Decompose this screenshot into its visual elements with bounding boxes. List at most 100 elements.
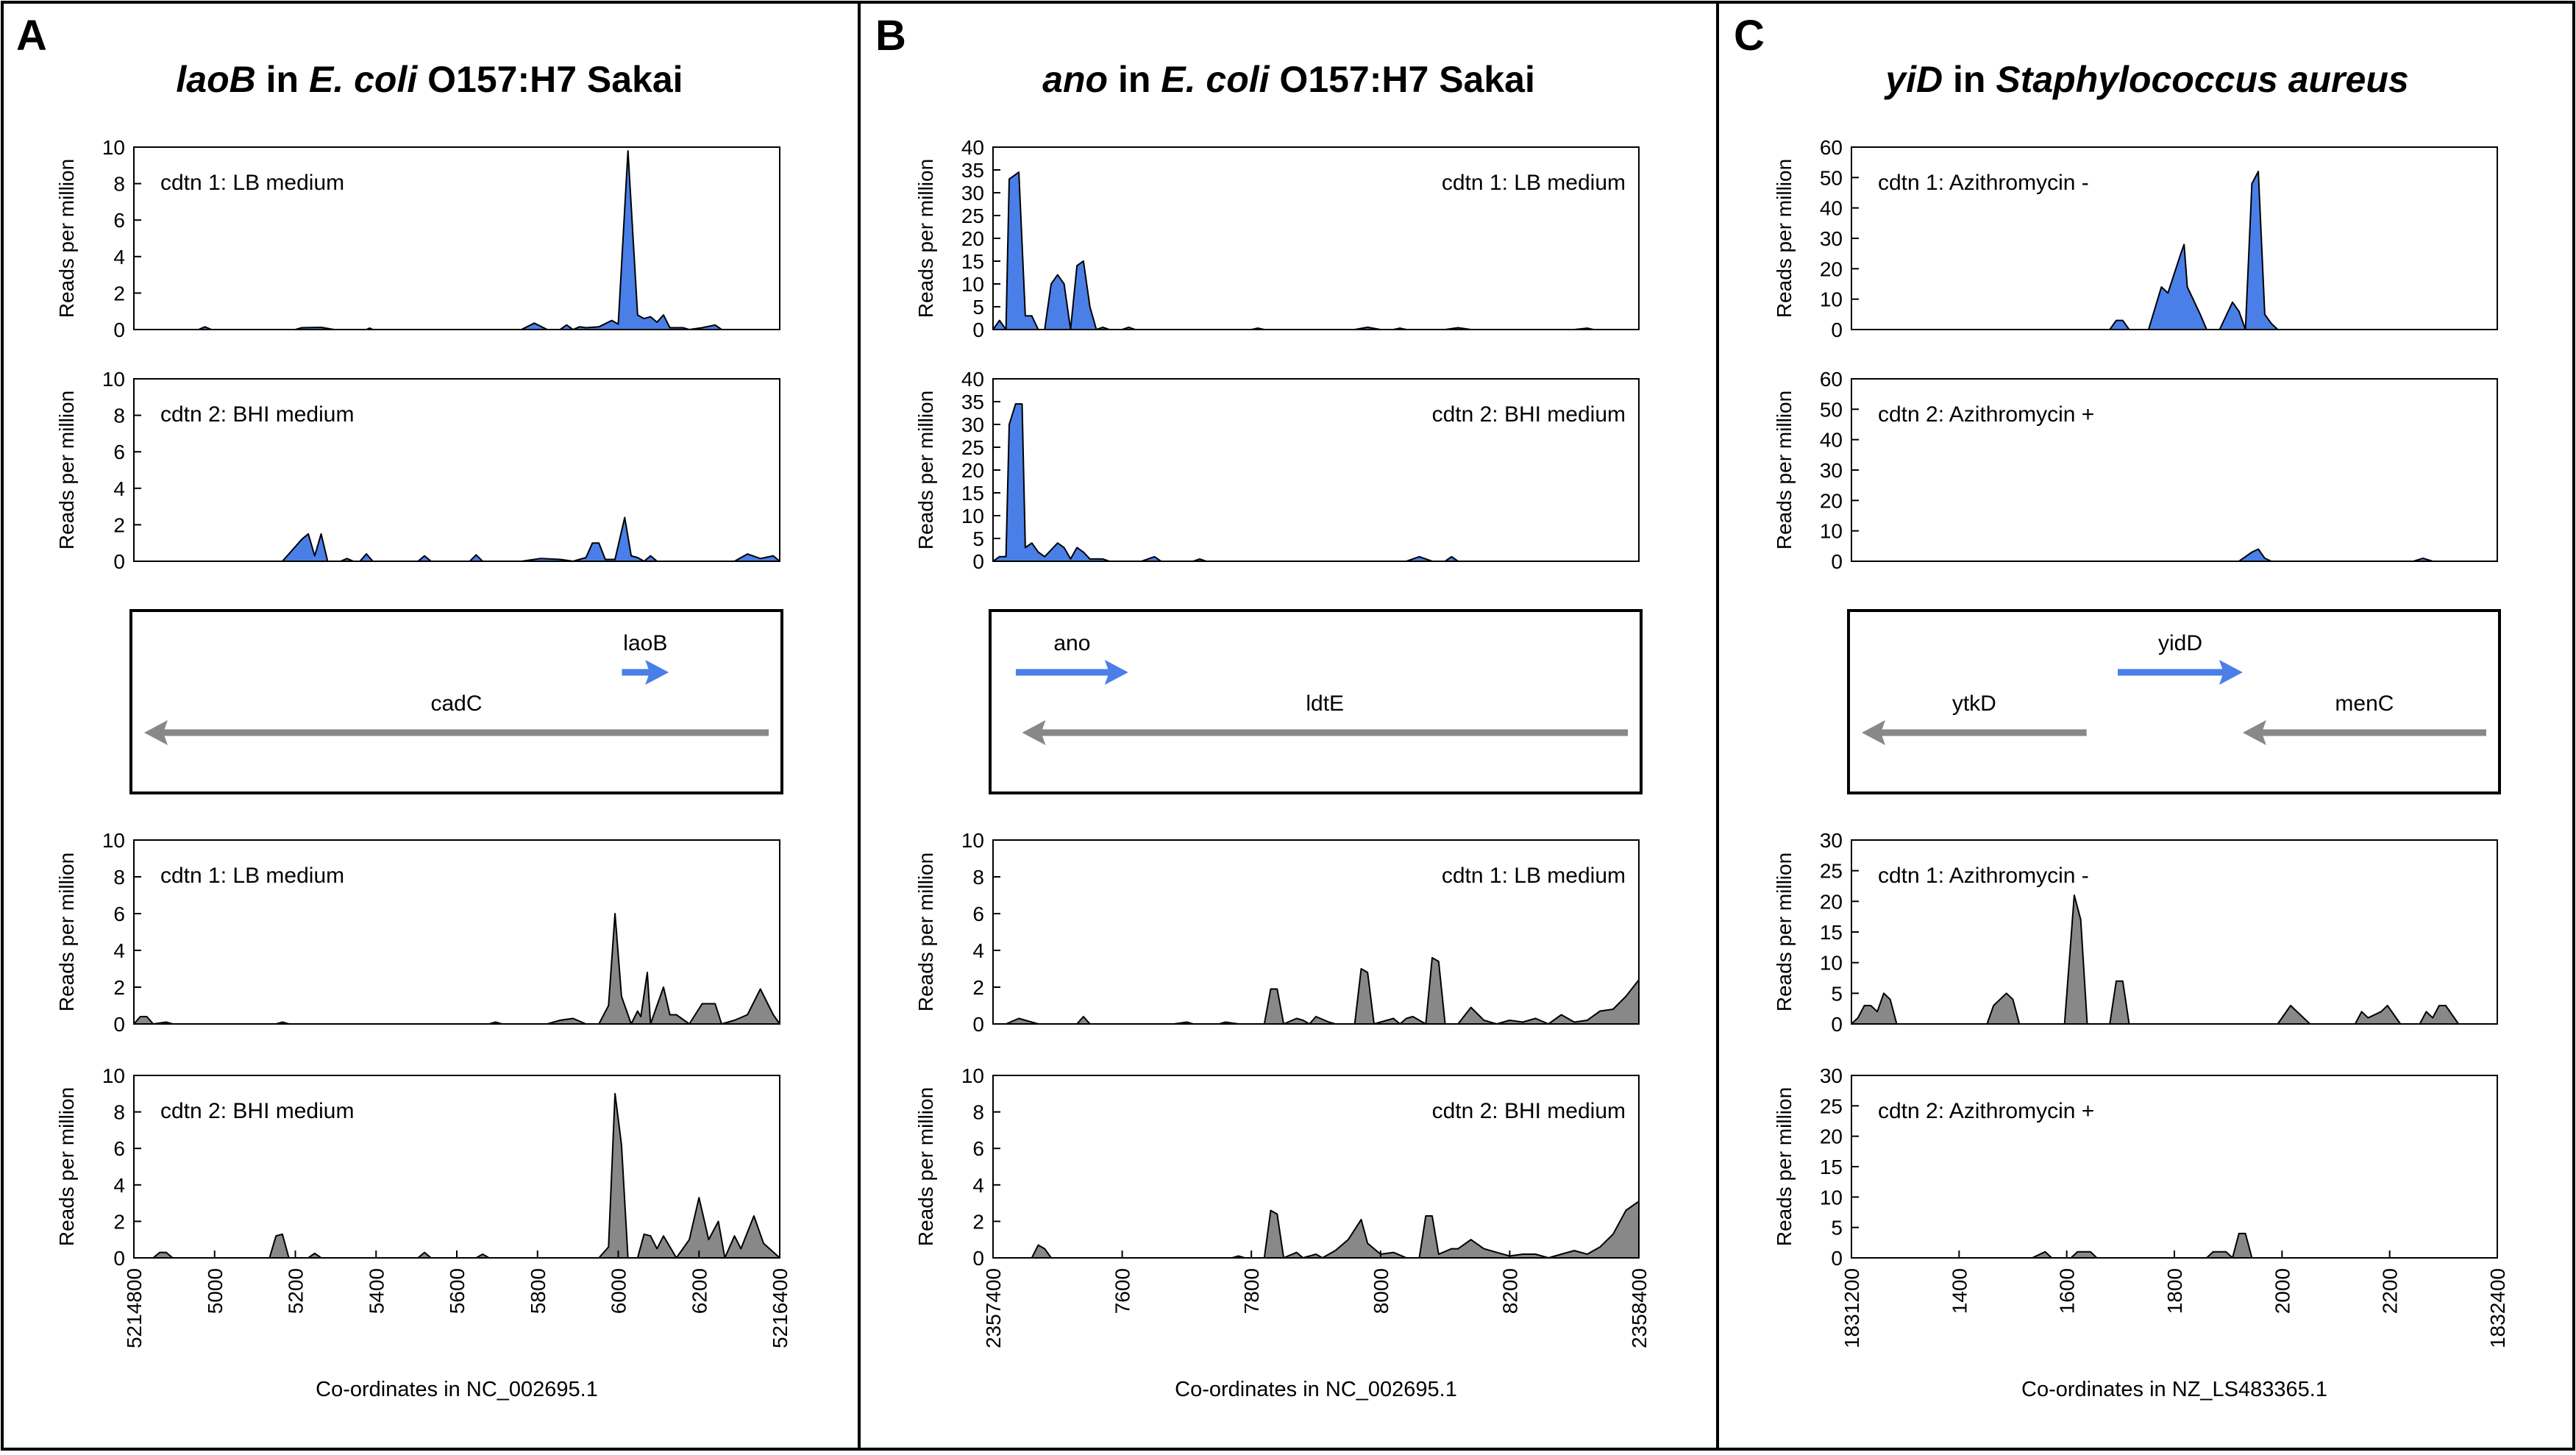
y-tick-label: 0 [972, 550, 984, 573]
plot-frame [133, 146, 780, 330]
y-tick-label: 40 [961, 368, 984, 391]
y-axis-label: Reads per million [914, 1087, 937, 1246]
y-tick-label: 20 [1820, 489, 1843, 512]
y-tick-label: 5 [972, 527, 984, 550]
panel-c-track-1-area [1851, 171, 2498, 330]
panel-b-gene-map: ano ldtE [989, 609, 1643, 794]
y-tick-label: 40 [1820, 429, 1843, 452]
y-tick-label: 4 [972, 1174, 984, 1197]
panel-c-track-3: 0 5 10 15 20 25 30 Reads per million cdtn 1: Azi… [1773, 829, 2498, 1036]
y-tick-label: 10 [961, 505, 984, 527]
x-axis-label: Co-ordinates in NZ_LS483365.1 [2021, 1378, 2327, 1401]
x-tick-label: 7800 [1240, 1268, 1263, 1314]
panel-c-track-2-area [1851, 548, 2498, 562]
gene-ldtE-label: ldtE [1306, 691, 1344, 716]
y-tick-label: 6 [113, 903, 125, 925]
y-axis-label: Reads per million [55, 159, 78, 318]
condition-label: cdtn 1: LB medium [1442, 171, 1626, 195]
y-tick-label: 0 [1831, 319, 1843, 341]
x-tick-label: 5600 [446, 1268, 469, 1314]
panel-a-track-1-area [133, 150, 780, 330]
y-axis-label: Reads per million [1773, 853, 1796, 1011]
condition-label: cdtn 1: Azithromycin - [1878, 864, 2089, 888]
panel-a-track-4: 0 2 4 6 8 10 Reads per million cdtn 2: BHI medi… [55, 1064, 780, 1270]
plot-frame [133, 839, 780, 1025]
y-tick-label: 10 [1820, 1186, 1843, 1209]
y-tick-label: 10 [1820, 952, 1843, 975]
x-tick-label: 8200 [1498, 1268, 1521, 1314]
panel-a-label: A [16, 12, 47, 60]
y-tick-label: 25 [1820, 1095, 1843, 1117]
y-tick-label: 40 [961, 136, 984, 159]
y-axis-label: Reads per million [914, 159, 937, 318]
panel-a-track-2-area [133, 516, 780, 562]
y-tick-label: 10 [961, 273, 984, 296]
x-tick-label: 1831200 [1840, 1268, 1863, 1348]
y-tick-label: 4 [113, 939, 125, 962]
panel-c-title: yiD in Staphylococcus aureus [1883, 59, 2408, 100]
x-axis-label: Co-ordinates in NC_002695.1 [316, 1378, 598, 1401]
y-tick-label: 2 [972, 1210, 984, 1233]
gene-menC-arrowhead [2242, 720, 2266, 745]
y-tick-label: 10 [102, 368, 125, 391]
gene-laoB-arrowhead [645, 660, 669, 685]
y-tick-label: 4 [972, 939, 984, 962]
gene-ldtE-arrowhead [1022, 720, 1046, 745]
y-tick-label: 20 [961, 227, 984, 250]
panel-a-track-1: 0 2 4 6 8 10 Reads per million cdtn 1: LB mediu… [55, 136, 780, 341]
x-tick-label: 1400 [1948, 1268, 1971, 1314]
y-tick-label: 6 [113, 209, 125, 232]
y-tick-label: 25 [961, 204, 984, 227]
panel-c-track-1: 0 10 20 30 40 50 60 Reads per million cdtn 1: Az… [1773, 136, 2498, 341]
y-tick-label: 15 [1820, 1156, 1843, 1178]
y-tick-label: 10 [1820, 520, 1843, 543]
panel-b-frame [858, 1, 1719, 1451]
x-tick-label: 2000 [2271, 1268, 2294, 1314]
x-tick-label: 5216400 [769, 1268, 791, 1348]
x-tick-label: 6000 [608, 1268, 630, 1314]
y-tick-label: 8 [972, 1101, 984, 1124]
panel-b-track-4: 0 2 4 6 8 10 Reads per million cdtn 2: BHI medi… [914, 1064, 1640, 1270]
condition-label: cdtn 2: BHI medium [1432, 402, 1626, 427]
panel-a-x-axis: 5214800 5000 5200 5400 5600 5800 6000 6200 52164… [123, 1251, 791, 1348]
y-tick-label: 2 [972, 976, 984, 999]
panel-b-track-2-area [992, 403, 1640, 562]
y-tick-label: 30 [1820, 227, 1843, 250]
y-tick-label: 2 [113, 1210, 125, 1233]
x-tick-label: 2357400 [982, 1268, 1005, 1348]
y-tick-label: 15 [961, 250, 984, 273]
y-tick-label: 6 [113, 441, 125, 463]
panel-c-track-3-area [1851, 894, 2498, 1025]
panel-b-title: ano in E. coli O157:H7 Sakai [1042, 59, 1535, 100]
x-tick-label: 5000 [204, 1268, 227, 1314]
y-tick-label: 8 [972, 866, 984, 889]
y-tick-label: 10 [961, 1064, 984, 1087]
panel-a-title: laoB in E. coli O157:H7 Sakai [176, 59, 683, 100]
condition-label: cdtn 2: BHI medium [1432, 1099, 1626, 1123]
y-tick-label: 10 [102, 136, 125, 159]
y-tick-label: 6 [113, 1137, 125, 1160]
y-tick-label: 8 [113, 173, 125, 196]
y-tick-label: 4 [113, 1174, 125, 1197]
y-tick-label: 0 [113, 319, 125, 341]
y-tick-label: 50 [1820, 398, 1843, 421]
y-axis-label: Reads per million [914, 853, 937, 1011]
condition-label: cdtn 2: Azithromycin + [1878, 1099, 2094, 1123]
y-tick-label: 0 [972, 319, 984, 341]
gene-ano-label: ano [1053, 631, 1090, 655]
y-tick-label: 10 [102, 1064, 125, 1087]
y-tick-label: 0 [113, 550, 125, 573]
y-axis-label: Reads per million [55, 1087, 78, 1246]
condition-label: cdtn 1: LB medium [160, 864, 344, 888]
condition-label: cdtn 1: LB medium [160, 171, 344, 195]
y-tick-label: 30 [961, 413, 984, 436]
plot-frame [133, 378, 780, 562]
gene-ano-arrowhead [1104, 660, 1128, 685]
y-tick-label: 10 [102, 829, 125, 852]
y-tick-label: 2 [113, 513, 125, 536]
y-tick-label: 8 [113, 405, 125, 427]
